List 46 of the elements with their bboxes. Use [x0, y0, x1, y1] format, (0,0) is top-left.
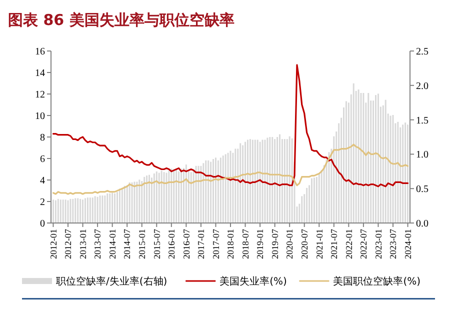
x-tick-label: 2015-07 — [152, 228, 162, 259]
x-tick-label: 2013-07 — [92, 228, 103, 259]
x-tick-label: 2021-01 — [314, 229, 324, 259]
legend-label: 美国失业率(%) — [220, 276, 288, 288]
x-tick-label: 2018-07 — [240, 228, 250, 259]
legend-label: 职位空缺率/失业率(右轴) — [56, 276, 168, 288]
x-tick-label: 2014-07 — [122, 228, 132, 259]
y-tick-label: 14 — [35, 68, 45, 79]
x-tick-label: 2016-07 — [181, 228, 192, 259]
x-tick-label: 2015-01 — [137, 229, 148, 259]
x-tick-label: 2012-01 — [48, 229, 58, 259]
y2-tick-label: 2.5 — [416, 46, 428, 58]
x-tick-label: 2019-01 — [255, 229, 266, 259]
x-tick-label: 2018-01 — [226, 229, 236, 259]
x-tick-label: 2021-07 — [329, 228, 340, 259]
x-tick-label: 2012-07 — [63, 228, 74, 259]
line-series — [52, 144, 409, 195]
y-tick-label: 16 — [35, 46, 45, 58]
x-tick-label: 2017-01 — [196, 229, 206, 259]
y-tick-label: 2 — [40, 197, 45, 208]
x-tick-label: 2020-01 — [284, 229, 295, 259]
y-tick-label: 6 — [40, 154, 45, 165]
x-tick-label: 2024-01 — [402, 229, 413, 259]
y-tick-label: 10 — [35, 111, 45, 122]
x-tick-label: 2019-07 — [270, 228, 280, 259]
x-tick-label: 2022-01 — [344, 229, 354, 259]
y2-tick-label: 0.0 — [416, 218, 428, 230]
y-tick-label: 8 — [40, 132, 45, 144]
x-tick-label: 2014-01 — [107, 229, 118, 259]
y-tick-label: 12 — [35, 90, 45, 100]
x-tick-label: 2017-07 — [210, 228, 221, 259]
chart-title: 图表 86 美国失业率与职位空缺率 — [8, 11, 234, 29]
x-tick-label: 2020-07 — [300, 228, 310, 259]
y-tick-label: 4 — [40, 176, 45, 186]
x-tick-label: 2013-01 — [78, 229, 88, 259]
y-tick-label: 0 — [40, 218, 45, 230]
x-tick-label: 2016-01 — [166, 229, 177, 259]
y2-tick-label: 0.5 — [416, 184, 428, 196]
y2-tick-label: 1.0 — [416, 150, 428, 161]
x-tick-label: 2022-07 — [358, 228, 369, 259]
x-tick-label: 2023-07 — [388, 228, 398, 259]
y2-tick-label: 2.0 — [416, 80, 428, 92]
x-tick-label: 2023-01 — [373, 229, 384, 259]
y2-tick-label: 1.5 — [416, 115, 428, 126]
line-series — [52, 64, 409, 188]
legend-label: 美国职位空缺率(%) — [333, 276, 421, 288]
